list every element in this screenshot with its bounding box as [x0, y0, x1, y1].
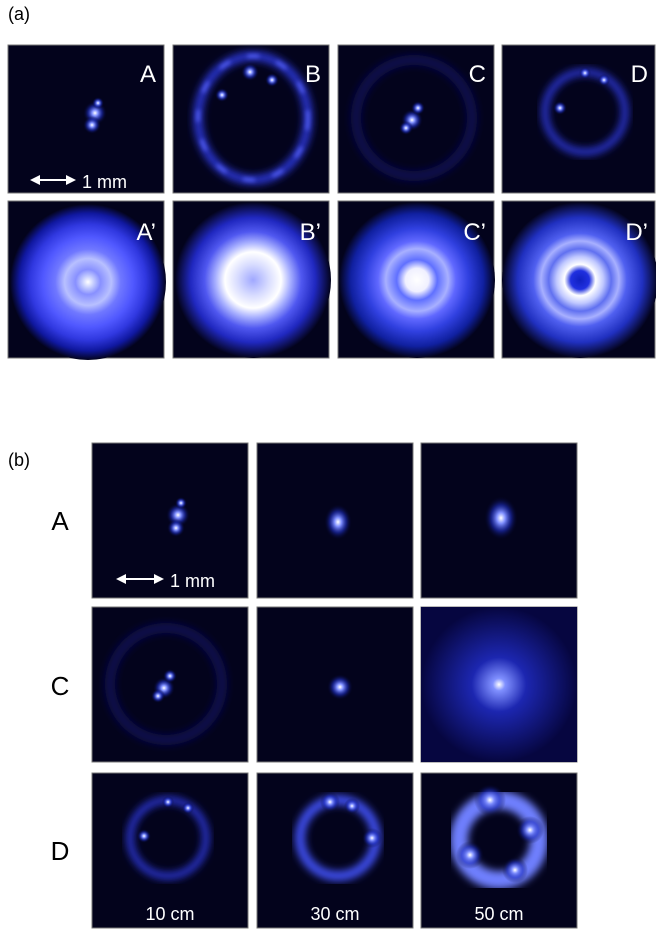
- row-label: A: [51, 506, 69, 536]
- panel-tag: D’: [625, 219, 648, 246]
- image-panel: [421, 443, 577, 598]
- scale-bar-label: 1 mm: [170, 571, 215, 591]
- image-panel: B’: [173, 201, 331, 358]
- page: (a) 1 mm A B C D A’ B’ C’ D’ (b) A C D 1…: [0, 0, 656, 930]
- image-panel: 10 cm: [92, 773, 248, 928]
- image-panel: [92, 607, 248, 762]
- image-panel: [257, 607, 413, 762]
- image-panel: 1 mm: [92, 443, 248, 598]
- column-label: 30 cm: [310, 904, 359, 924]
- image-panel: A’: [8, 201, 166, 360]
- panel-tag: A: [140, 61, 156, 88]
- image-panel: [257, 443, 413, 598]
- column-label: 50 cm: [474, 904, 523, 924]
- panel-tag: C’: [463, 219, 486, 246]
- panel-label: (b): [8, 450, 30, 470]
- column-label: 10 cm: [145, 904, 194, 924]
- image-panel: 30 cm: [257, 773, 413, 928]
- image-panel: D: [502, 45, 655, 193]
- image-panel: 1 mm A: [8, 45, 164, 193]
- figure: (a) 1 mm A B C D A’ B’ C’ D’ (b) A C D 1…: [0, 0, 656, 930]
- image-panel: [421, 607, 577, 762]
- image-panel: D’: [502, 201, 656, 358]
- scale-bar-label: 1 mm: [82, 172, 127, 192]
- panel-tag: C: [469, 61, 486, 88]
- image-panel: 50 cm: [421, 773, 577, 928]
- panel-tag: B’: [300, 219, 321, 246]
- image-panel: C: [338, 45, 494, 193]
- panel-tag: A’: [136, 219, 156, 246]
- row-label: D: [51, 836, 70, 866]
- image-panel: C’: [338, 201, 495, 358]
- panel-tag: B: [305, 61, 321, 88]
- image-panel: B: [173, 45, 329, 193]
- panel-label: (a): [8, 4, 30, 24]
- row-label: C: [51, 671, 70, 701]
- panel-tag: D: [631, 61, 648, 88]
